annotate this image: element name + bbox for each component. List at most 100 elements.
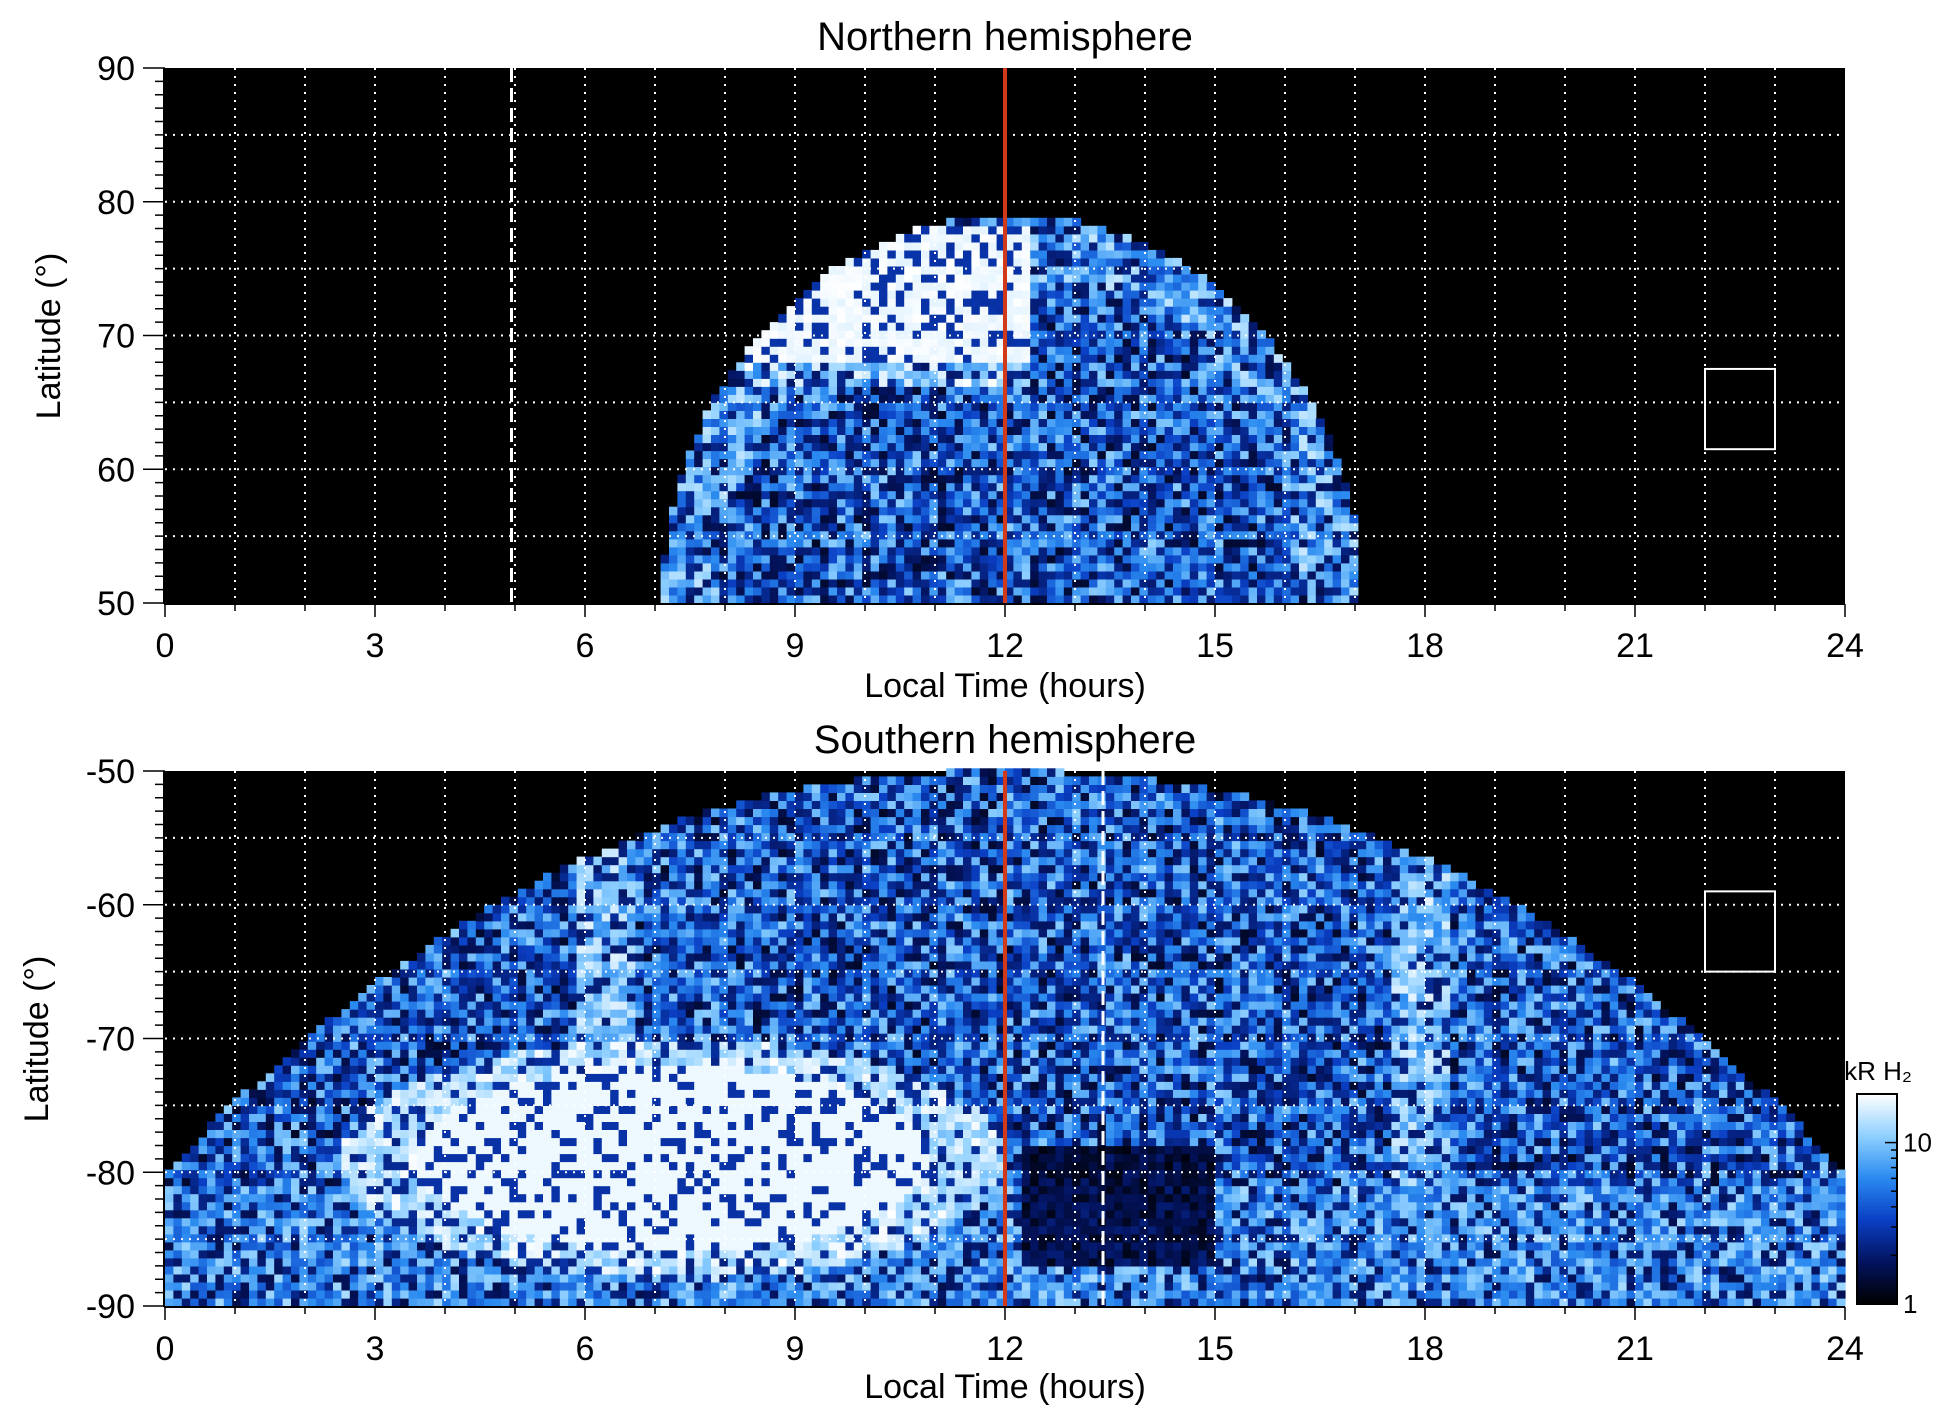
heatmap-cell [1005, 522, 1014, 532]
heatmap-cell [173, 1249, 183, 1259]
heatmap-cell [929, 314, 939, 323]
heatmap-cell [1265, 402, 1275, 411]
heatmap-cell [946, 370, 956, 379]
heatmap-cell [492, 1193, 502, 1203]
heatmap-cell [1038, 546, 1048, 556]
heatmap-cell [803, 322, 813, 331]
heatmap-cell [1332, 498, 1342, 508]
heatmap-cell [912, 586, 922, 596]
heatmap-cell [1231, 514, 1241, 524]
heatmap-cell [257, 1097, 267, 1106]
heatmap-cell [509, 1241, 519, 1251]
heatmap-cell [862, 498, 872, 508]
heatmap-cell [433, 985, 443, 994]
heatmap-cell [358, 1049, 368, 1058]
heatmap-cell [324, 1241, 334, 1251]
heatmap-cell [862, 474, 872, 484]
heatmap-cell [1156, 354, 1166, 363]
heatmap-cell [971, 249, 981, 259]
heatmap-cell [811, 434, 821, 444]
heatmap-cell [879, 482, 888, 492]
heatmap-cell [459, 1145, 468, 1155]
heatmap-cell [240, 1281, 250, 1291]
heatmap-cell [1097, 458, 1107, 468]
heatmap-cell [274, 1177, 284, 1187]
heatmap-cell [408, 977, 418, 986]
heatmap-cell [979, 298, 989, 307]
heatmap-cell [1063, 522, 1073, 532]
heatmap-cell [1055, 570, 1065, 580]
heatmap-cell [778, 362, 788, 371]
heatmap-cell [1181, 410, 1191, 419]
heatmap-cell [1063, 442, 1073, 452]
heatmap-cell [1181, 402, 1191, 411]
heatmap-cell [778, 370, 788, 379]
heatmap-cell [820, 514, 830, 524]
heatmap-cell [853, 554, 863, 564]
heatmap-cell [954, 370, 964, 379]
heatmap-cell [1248, 595, 1258, 604]
heatmap-cell [232, 1233, 242, 1243]
heatmap-cell [1198, 274, 1208, 283]
heatmap-cell [937, 418, 947, 427]
heatmap-cell [1097, 394, 1107, 403]
heatmap-cell [249, 1265, 258, 1275]
heatmap-cell [1030, 233, 1040, 243]
heatmap-cell [1290, 458, 1300, 468]
heatmap-cell [215, 1249, 225, 1259]
heatmap-cell [1013, 538, 1023, 548]
heatmap-cell [921, 466, 930, 476]
heatmap-cell [526, 960, 536, 970]
heatmap-cell [946, 290, 956, 299]
heatmap-cell [459, 936, 468, 946]
heatmap-cell [391, 1057, 401, 1066]
heatmap-cell [1164, 498, 1174, 508]
heatmap-cell [853, 306, 863, 315]
heatmap-cell [459, 1105, 468, 1114]
heatmap-cell [341, 1073, 351, 1082]
heatmap-cell [1021, 225, 1031, 235]
heatmap-cell [853, 290, 863, 299]
heatmap-cell [425, 1209, 435, 1219]
heatmap-cell [1240, 595, 1250, 604]
x-tick-label: 3 [366, 627, 385, 665]
heatmap-cell [324, 1169, 334, 1179]
heatmap-cell [316, 1177, 326, 1187]
heatmap-cell [1223, 570, 1233, 580]
heatmap-cell [1063, 217, 1073, 227]
heatmap-cell [1173, 522, 1182, 532]
heatmap-cell [1005, 266, 1014, 275]
heatmap-cell [887, 570, 897, 580]
heatmap-cell [1030, 442, 1040, 452]
heatmap-cell [501, 1121, 510, 1130]
heatmap-cell [316, 1121, 326, 1130]
heatmap-cell [1156, 554, 1166, 564]
heatmap-cell [1198, 290, 1208, 299]
heatmap-cell [1013, 298, 1023, 307]
heatmap-cell [534, 1153, 544, 1163]
heatmap-cell [375, 977, 384, 986]
heatmap-cell [425, 1137, 435, 1147]
heatmap-cell [1181, 522, 1191, 532]
heatmap-cell [1005, 402, 1014, 411]
heatmap-cell [240, 1177, 250, 1187]
heatmap-cell [1173, 410, 1182, 419]
heatmap-cell [223, 1241, 233, 1251]
heatmap-cell [1021, 257, 1031, 267]
heatmap-cell [937, 257, 947, 267]
heatmap-cell [1164, 506, 1174, 516]
heatmap-cell [265, 1137, 275, 1147]
heatmap-cell [1105, 546, 1115, 556]
heatmap-cell [912, 306, 922, 315]
heatmap-cell [190, 1185, 200, 1195]
heatmap-cell [971, 354, 981, 363]
heatmap-cell [887, 266, 897, 275]
heatmap-cell [778, 394, 788, 403]
heatmap-cell [1349, 586, 1359, 596]
heatmap-cell [265, 1153, 275, 1163]
heatmap-cell [954, 498, 964, 508]
heatmap-cell [408, 1257, 418, 1267]
heatmap-cell [887, 458, 897, 468]
heatmap-cell [820, 378, 830, 387]
heatmap-cell [1063, 482, 1073, 492]
